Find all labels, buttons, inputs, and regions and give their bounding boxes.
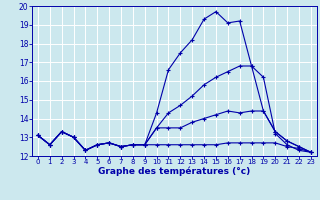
X-axis label: Graphe des températures (°c): Graphe des températures (°c) — [98, 167, 251, 176]
